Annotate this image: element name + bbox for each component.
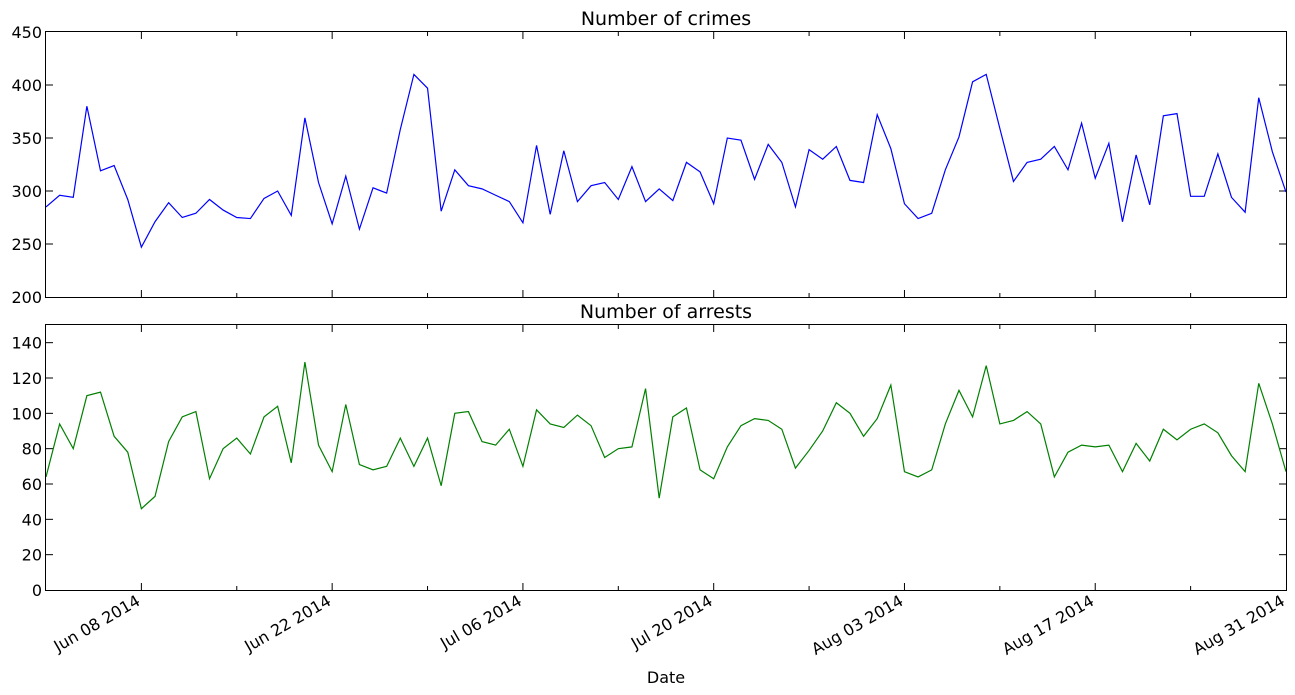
crimes-plot-frame (45, 31, 1287, 298)
crimes-ytick-label: 250 (11, 235, 42, 254)
arrests-x-ticks (140, 325, 1192, 590)
crimes-chart-title: Number of crimes (581, 8, 751, 30)
x-axis-label: Date (647, 668, 685, 687)
date-tick-label: Jun 22 2014 (240, 591, 334, 656)
crimes-ytick-label: 200 (11, 288, 42, 307)
crimes-x-ticks (140, 32, 1192, 297)
crimes-series-line (45, 73, 1287, 249)
crimes-ytick-label: 400 (11, 76, 42, 95)
date-tick-label: Aug 31 2014 (1190, 591, 1288, 659)
crimes-ytick-label: 300 (11, 182, 42, 201)
arrests-plot-frame (45, 324, 1287, 591)
date-tick-label: Aug 03 2014 (808, 591, 906, 659)
date-tick-labels: Jun 08 2014 Jun 22 2014 Jul 06 2014 Jul 20 … (50, 591, 1288, 659)
date-tick-label: Jun 08 2014 (50, 591, 144, 656)
arrests-ytick-label: 120 (11, 369, 42, 388)
arrests-ytick-label: 140 (11, 334, 42, 353)
crimes-ytick-label: 450 (11, 23, 42, 42)
arrests-ytick-label: 0 (32, 581, 42, 600)
crimes-ytick-label: 350 (11, 129, 42, 148)
arrests-chart: Number of arrests 0 20 40 60 80 100 120 140 Jun… (11, 301, 1288, 687)
date-tick-label: Jul 20 2014 (627, 591, 716, 653)
crimes-y-axis: 200 250 300 350 400 450 (11, 23, 1286, 307)
arrests-chart-title: Number of arrests (580, 301, 752, 323)
arrests-ytick-label: 60 (22, 475, 42, 494)
arrests-ytick-label: 80 (22, 440, 42, 459)
crimes-chart: Number of crimes 200 250 300 350 400 450 (11, 8, 1287, 307)
date-tick-label: Aug 17 2014 (999, 591, 1097, 659)
arrests-ytick-label: 100 (11, 404, 42, 423)
arrests-y-axis: 0 20 40 60 80 100 120 140 (11, 334, 1286, 600)
arrests-ytick-label: 20 (22, 546, 42, 565)
arrests-ytick-label: 40 (22, 510, 42, 529)
date-tick-label: Jul 06 2014 (436, 591, 525, 653)
arrests-series-line (45, 362, 1287, 510)
